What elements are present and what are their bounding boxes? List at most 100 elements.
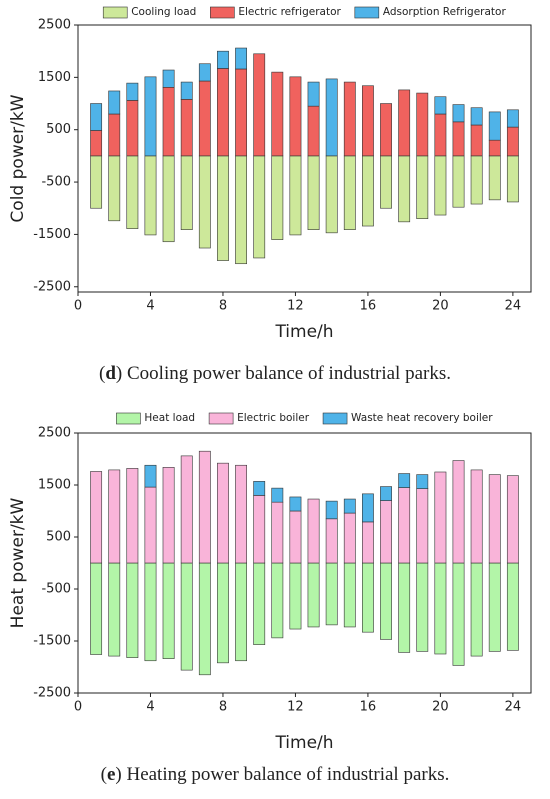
caption-rest: ) Heating power balance of industrial pa… (115, 764, 449, 785)
bar (271, 155, 284, 240)
bar (325, 518, 338, 564)
bar (253, 155, 266, 259)
bar (180, 99, 193, 157)
bar (434, 155, 447, 216)
bar (506, 109, 519, 128)
bar (198, 450, 211, 564)
bar (416, 92, 429, 157)
bar (434, 471, 447, 564)
legend-swatch (116, 412, 141, 425)
bar (144, 464, 157, 488)
bar (325, 78, 338, 157)
bar (343, 81, 356, 157)
bar (470, 155, 483, 205)
bar (90, 471, 103, 564)
bar (271, 487, 284, 503)
bar (253, 562, 266, 645)
legend-label: Cooling load (131, 6, 196, 18)
bar (253, 53, 266, 157)
bar (108, 562, 121, 657)
bar (198, 155, 211, 249)
bar (217, 562, 229, 664)
y-tick-label: 2500 (38, 18, 71, 33)
y-tick-label: 500 (46, 530, 71, 545)
bar (307, 498, 320, 564)
x-axis-label: Time/h (274, 733, 333, 753)
y-tick-label: -2500 (33, 279, 71, 294)
caption: (e) Heating power balance of industrial … (101, 764, 450, 785)
bar (398, 89, 411, 157)
bar (488, 111, 501, 141)
y-tick-label: 500 (46, 122, 71, 137)
bar (380, 103, 392, 157)
bar (380, 500, 392, 564)
bar (325, 562, 338, 626)
bar (235, 562, 247, 662)
bar (434, 113, 447, 157)
y-tick-label: -1500 (33, 634, 71, 649)
x-tick-label: 8 (219, 299, 227, 314)
bar (289, 562, 302, 630)
bar (398, 487, 411, 564)
bar (198, 63, 211, 82)
caption-rest: ) Cooling power balance of industrial pa… (116, 363, 451, 384)
caption-letter: d (105, 363, 116, 384)
bar (90, 562, 103, 655)
bar (144, 76, 157, 157)
bar (325, 500, 338, 520)
bar (380, 486, 392, 501)
x-tick-label: 16 (360, 700, 377, 715)
bar (452, 460, 465, 564)
bar (307, 105, 320, 157)
bar (289, 496, 302, 512)
x-tick-label: 12 (287, 299, 304, 314)
x-tick-label: 24 (505, 299, 522, 314)
legend-swatch (210, 6, 235, 19)
y-axis-label: Cold power/kW (8, 94, 28, 222)
x-tick-label: 0 (74, 299, 82, 314)
bar (434, 562, 447, 655)
bar (452, 121, 465, 157)
bar (398, 155, 411, 223)
legend: Heat load Electric boiler Waste heat recov… (116, 412, 493, 425)
legend-label: Electric refrigerator (238, 6, 341, 18)
legend-label: Electric boiler (237, 412, 310, 424)
bar (289, 76, 302, 157)
bar (235, 68, 247, 157)
caption-letter: e (107, 764, 115, 785)
caption-open: ( (101, 764, 107, 785)
bar (235, 155, 247, 265)
bar (470, 107, 483, 126)
bar (488, 139, 501, 157)
y-tick-label: 2500 (38, 426, 71, 441)
bar (198, 562, 211, 676)
x-tick-label: 24 (505, 700, 522, 715)
x-tick-label: 4 (146, 299, 154, 314)
bar (343, 155, 356, 231)
legend-swatch (102, 6, 128, 19)
bar (126, 562, 139, 658)
x-tick-label: 16 (360, 299, 377, 314)
bar (217, 50, 229, 69)
bar (253, 481, 266, 496)
bar (416, 474, 429, 489)
bar (144, 155, 157, 236)
bar (235, 47, 247, 70)
bar (416, 488, 429, 564)
bar (452, 155, 465, 208)
bar (470, 562, 483, 657)
bar (180, 155, 193, 231)
bar (235, 464, 247, 564)
legend: Cooling load Electric refrigerator Adsorpt… (102, 6, 506, 19)
bar (180, 562, 193, 671)
bar (362, 85, 374, 157)
x-tick-label: 20 (432, 299, 449, 314)
bar (362, 493, 374, 523)
bar (434, 96, 447, 115)
x-tick-label: 4 (146, 700, 154, 715)
bar (506, 155, 519, 203)
bar (162, 467, 175, 564)
bar (108, 155, 121, 222)
bar (126, 82, 139, 101)
